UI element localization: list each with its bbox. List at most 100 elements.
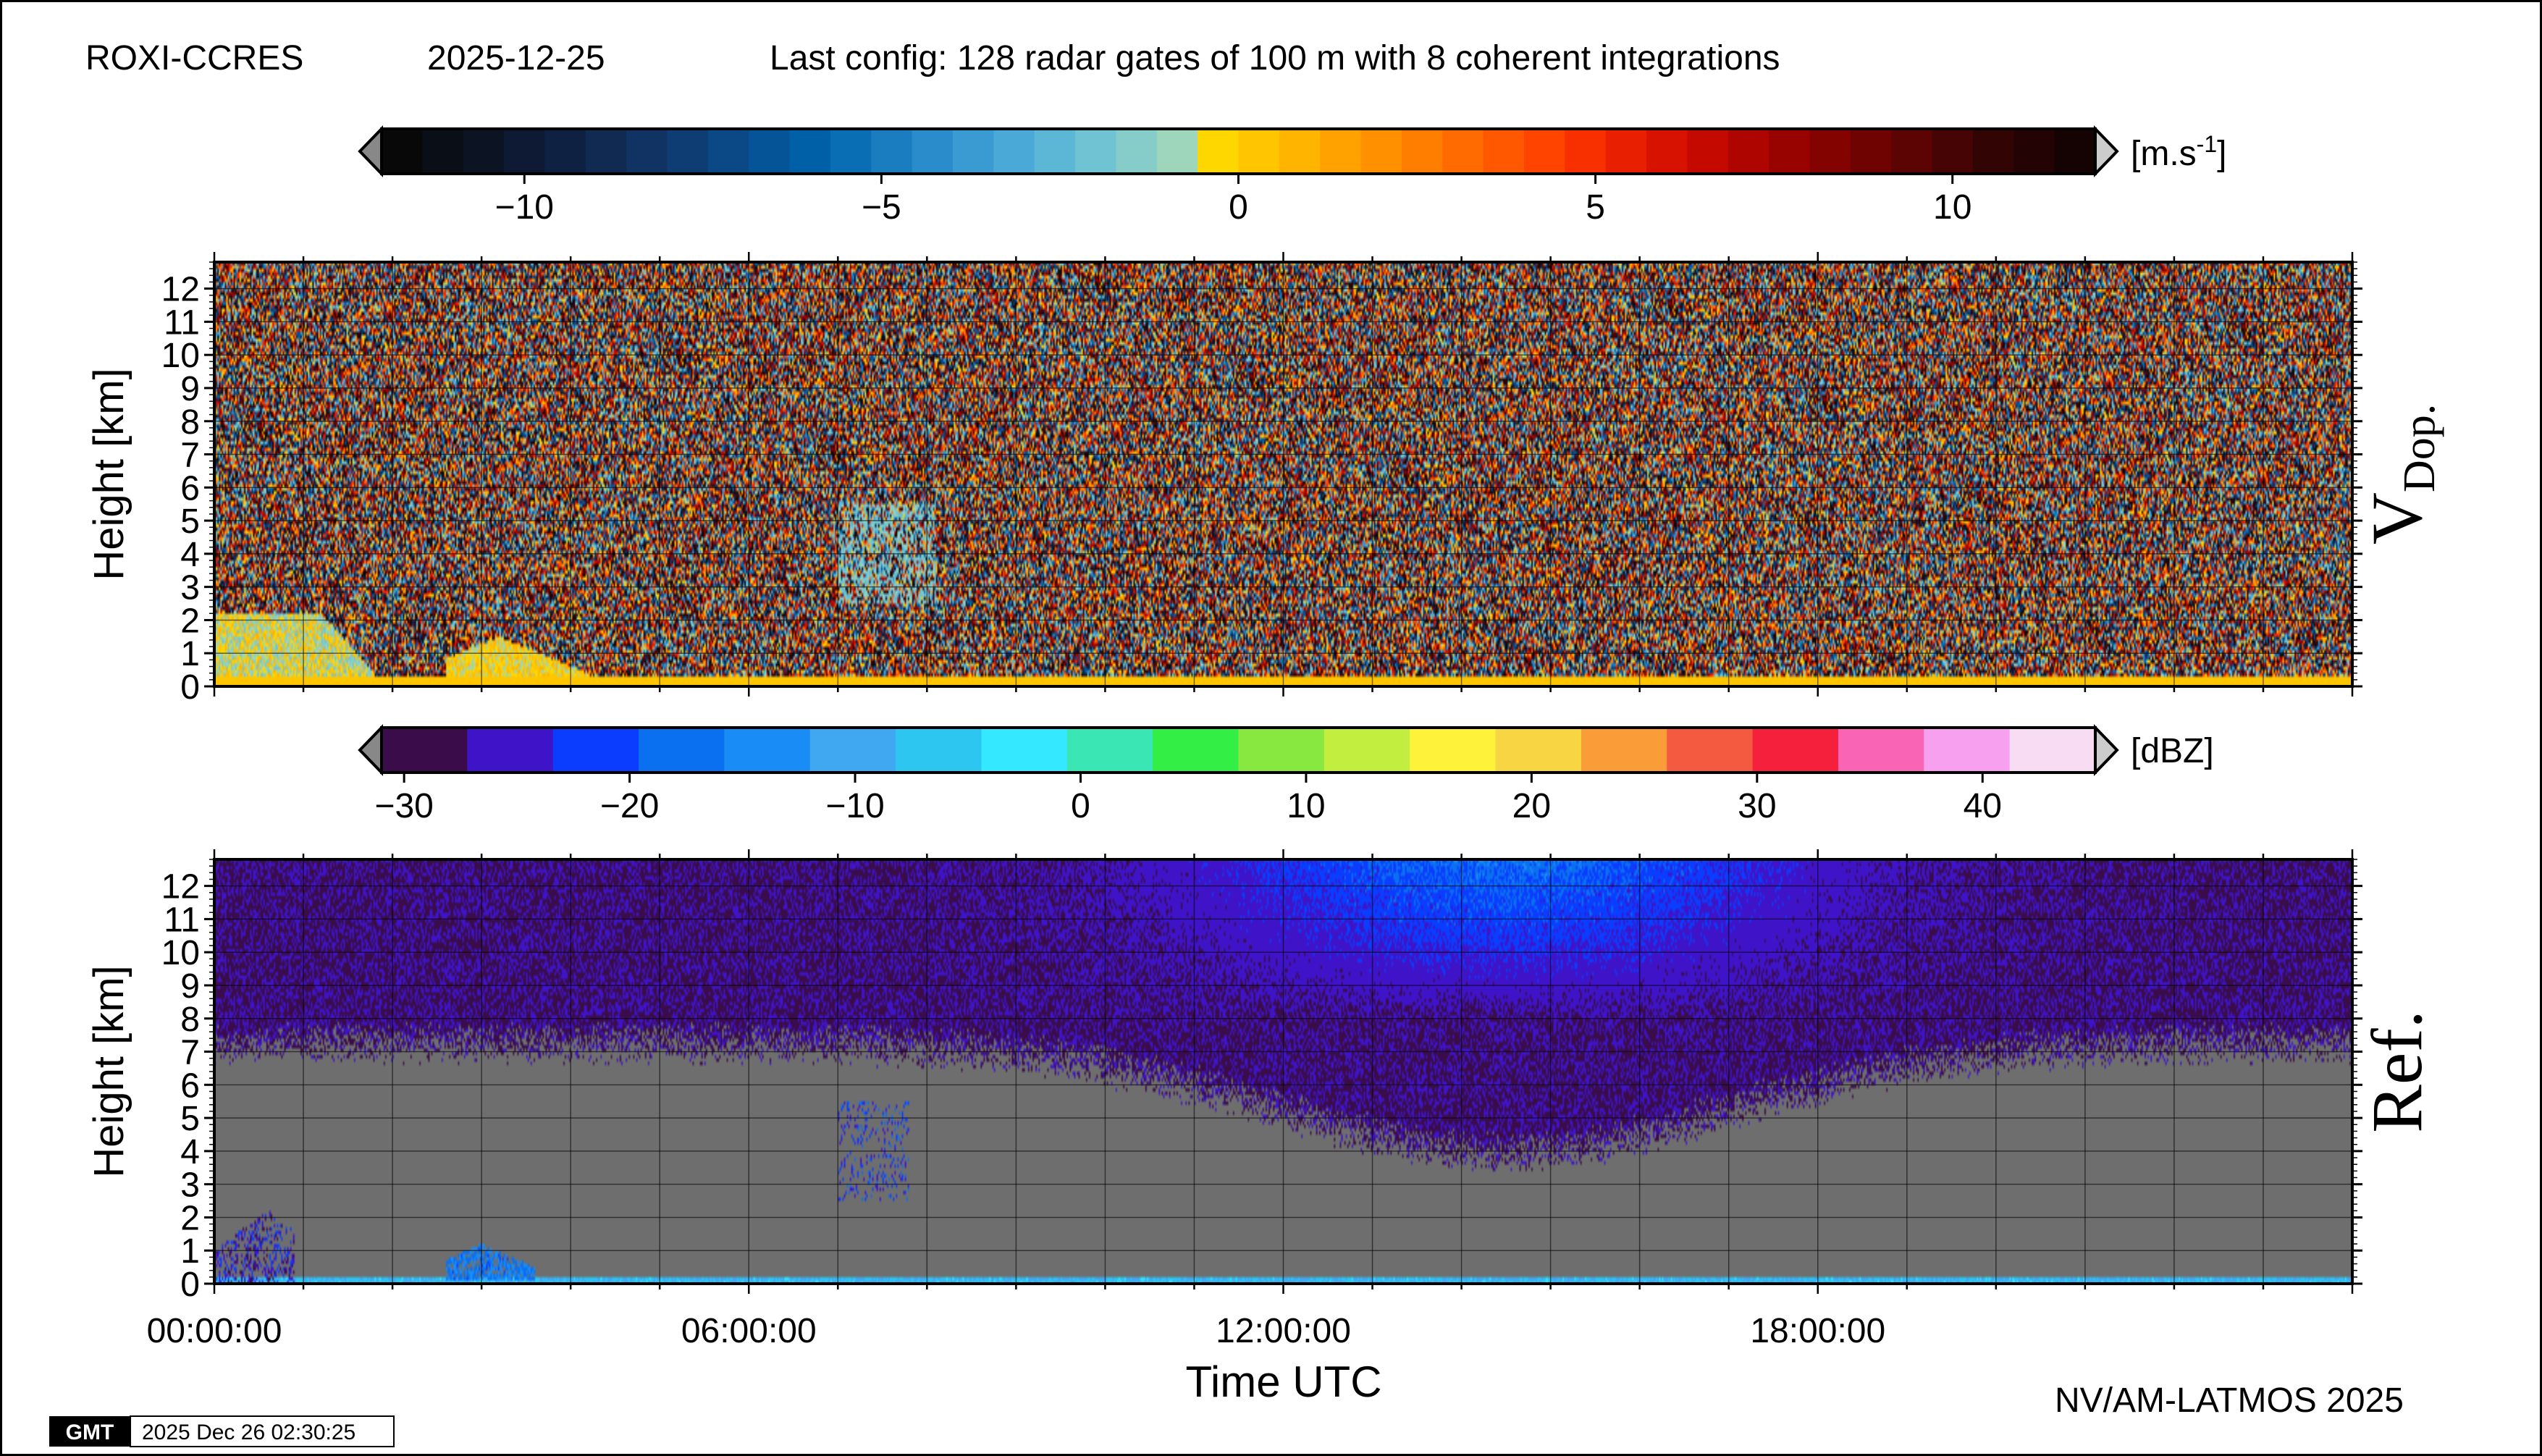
reflectivity-colorbar-swatch [2009,728,2096,773]
velocity-colorbar-swatch [1156,129,1198,174]
timestamp-label: 2025 Dec 26 02:30:25 [142,1421,355,1444]
velocity-colorbar-swatch [1483,129,1525,174]
velocity-colorbar-tick-label: 10 [1933,188,1971,227]
velocity-colorbar-swatch [422,129,464,174]
reflectivity-panel-label: Ref. [2357,1010,2437,1132]
reflectivity-colorbar-swatch [1153,728,1240,773]
velocity-colorbar-tick-label: −5 [862,188,901,227]
velocity-y-axis-title: Height [km] [85,368,132,580]
velocity-colorbar-swatch [1034,129,1076,174]
reflectivity-colorbar-tick-label: −10 [825,787,884,825]
reflectivity-y-tick-label: 7 [180,1034,200,1072]
gmt-logo: GMT [66,1421,114,1444]
velocity-colorbar-swatch [1360,129,1402,174]
reflectivity-y-axis-title: Height [km] [85,965,132,1177]
velocity-colorbar-swatch [1116,129,1158,174]
reflectivity-colorbar-swatch [809,728,896,773]
velocity-colorbar-swatch [1891,129,1933,174]
reflectivity-colorbar-underflow-triangle [358,724,383,776]
velocity-panel-label-sub: Dop. [2395,404,2444,492]
velocity-colorbar-swatch [1932,129,1974,174]
reflectivity-y-tick-label: 5 [180,1100,200,1138]
x-tick-label: 00:00:00 [147,1312,282,1350]
velocity-unit-base: [m.s [2131,135,2197,173]
velocity-colorbar-swatch [1646,129,1688,174]
velocity-panel-label: VDop. [2357,404,2444,545]
reflectivity-y-tick-label: 11 [164,901,200,939]
timestamp-box [130,1415,395,1447]
velocity-colorbar-swatch [993,129,1035,174]
velocity-colorbar-swatch [1809,129,1851,174]
velocity-colorbar-swatch [667,129,709,174]
velocity-colorbar-swatch [463,129,505,174]
velocity-colorbar: −10 −5 0 5 10 [358,125,2119,227]
reflectivity-y-tick-label: 12 [161,868,200,906]
gmt-timestamp-box: GMT 2025 Dec 26 02:30:25 [49,1415,395,1447]
velocity-y-tick-label: 12 [161,271,200,309]
reflectivity-colorbar-overflow-triangle [2094,724,2119,776]
velocity-colorbar-swatch [749,129,791,174]
gmt-logo-box [49,1416,130,1447]
reflectivity-x-axis: 00:00:00 06:00:00 12:00:00 18:00:00 [147,1312,1886,1350]
x-tick-label: 06:00:00 [681,1312,817,1350]
velocity-colorbar-swatch [830,129,872,174]
reflectivity-y-tick-label: 1 [180,1232,200,1271]
velocity-y-tick-label: 1 [180,635,200,673]
velocity-colorbar-tick-label: 5 [1586,188,1605,227]
velocity-colorbar-swatch [2013,129,2055,174]
reflectivity-colorbar-swatch [981,728,1068,773]
velocity-colorbar-swatch [544,129,586,174]
velocity-colorbar-swatch [1401,129,1443,174]
config-label: Last config: 128 radar gates of 100 m wi… [770,39,1780,77]
velocity-colorbar-tick-label: 0 [1229,188,1248,227]
reflectivity-colorbar-tick-label: 20 [1512,787,1551,825]
reflectivity-y-tick-label: 8 [180,1001,200,1039]
reflectivity-y-tick-label: 6 [180,1066,200,1105]
reflectivity-colorbar-swatch [1752,728,1839,773]
velocity-colorbar-swatch [1198,129,1240,174]
x-tick-label: 18:00:00 [1750,1312,1885,1350]
reflectivity-colorbar-swatch [1410,728,1497,773]
reflectivity-colorbar-swatch [1924,728,2011,773]
velocity-y-tick-label: 2 [180,602,200,640]
reflectivity-y-tick-label: 4 [180,1133,200,1171]
velocity-colorbar-swatch [1687,129,1729,174]
velocity-colorbar-swatch [585,129,627,174]
velocity-colorbar-swatch [1565,129,1607,174]
velocity-colorbar-swatch [1769,129,1811,174]
reflectivity-colorbar-tick-label: 30 [1738,787,1776,825]
velocity-colorbar-swatch [1279,129,1321,174]
reflectivity-y-tick-label: 3 [180,1166,200,1205]
velocity-colorbar-swatch [1442,129,1484,174]
reflectivity-colorbar-tick-label: −30 [374,787,433,825]
credit-label: NV/AM-LATMOS 2025 [2055,1381,2404,1420]
velocity-y-tick-label: 7 [180,437,200,475]
velocity-colorbar-swatch [1972,129,2014,174]
velocity-colorbar-swatch [1605,129,1647,174]
velocity-y-tick-label: 11 [164,303,200,342]
velocity-colorbar-swatch [707,129,749,174]
velocity-panel-label-main: V [2357,492,2437,544]
reflectivity-colorbar-swatch [1495,728,1582,773]
reflectivity-colorbar-swatch [1238,728,1325,773]
date-label: 2025-12-25 [427,39,605,77]
reflectivity-colorbar-swatch [1581,728,1667,773]
reflectivity-colorbar-tick-label: 40 [1964,787,2002,825]
reflectivity-colorbar-swatch [1066,728,1153,773]
velocity-y-tick-label: 3 [180,569,200,607]
reflectivity-grid [214,859,2352,1284]
velocity-colorbar-unit: [m.s-1] [2131,131,2226,173]
reflectivity-colorbar-unit: [dBZ] [2131,732,2214,770]
velocity-colorbar-underflow-triangle [358,125,383,177]
velocity-colorbar-swatch [382,129,423,174]
velocity-unit-exponent: -1 [2197,131,2217,157]
reflectivity-colorbar-swatch [1323,728,1410,773]
velocity-y-tick-label: 10 [161,337,200,375]
reflectivity-colorbar: −30 −20 −10 0 10 20 30 40 [358,724,2119,825]
velocity-unit-close: ] [2217,135,2226,173]
velocity-colorbar-swatch [504,129,546,174]
reflectivity-y-tick-label: 2 [180,1199,200,1237]
